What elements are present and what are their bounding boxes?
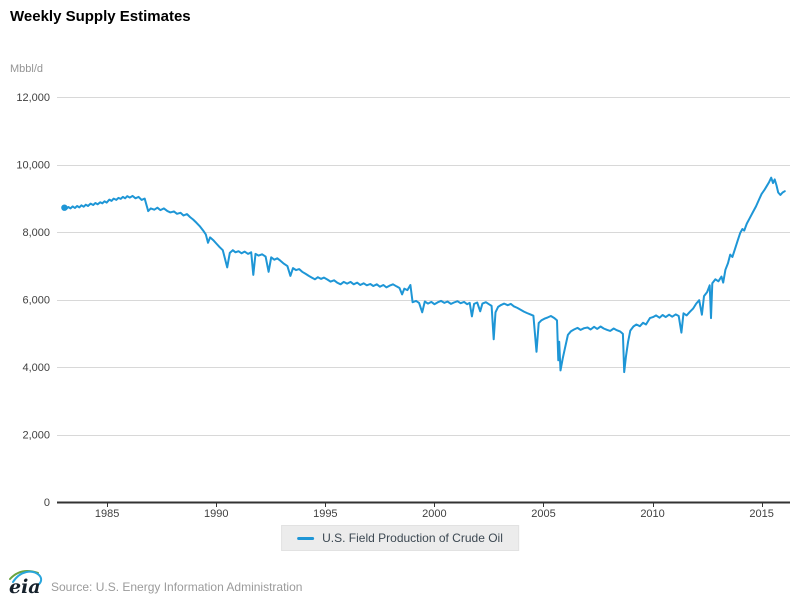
x-axis-tick-label: 1995 (313, 508, 337, 520)
y-axis-tick-label: 0 (44, 497, 50, 509)
y-axis-tick-label: 8,000 (22, 227, 50, 239)
chart-plot-area: 0 2,000 4,000 6,000 8,000 10,000 12,000 1985 199… (16, 92, 790, 520)
x-axis-tick-label: 1985 (95, 508, 119, 520)
y-axis-tick-label: 6,000 (22, 295, 50, 307)
eia-logo-text: eia (9, 576, 41, 598)
x-axis-tick-label: 2010 (640, 508, 664, 520)
y-axis-tick-label: 12,000 (16, 92, 50, 104)
source-text: Source: U.S. Energy Information Administ… (51, 580, 303, 594)
legend: U.S. Field Production of Crude Oil (281, 525, 519, 551)
x-axis-tick-label: 2005 (531, 508, 555, 520)
legend-line-swatch-icon (297, 536, 315, 540)
legend-item-crude-oil[interactable]: U.S. Field Production of Crude Oil (281, 525, 519, 551)
y-axis-tick-label: 4,000 (22, 362, 50, 374)
x-axis-tick-label: 2015 (749, 508, 773, 520)
series-line-crude-oil[interactable] (63, 176, 786, 374)
page-title: Weekly Supply Estimates (10, 8, 191, 25)
y-axis-tick-label: 2,000 (22, 430, 50, 442)
y-axis-tick-label: 10,000 (16, 160, 50, 172)
x-axis-tick-label: 1990 (204, 508, 228, 520)
y-axis-unit-label: Mbbl/d (10, 63, 44, 75)
legend-item-label: U.S. Field Production of Crude Oil (322, 531, 503, 545)
footer: eia Source: U.S. Energy Information Admi… (7, 564, 302, 598)
x-axis-tick-label: 2000 (422, 508, 446, 520)
series-start-marker (61, 204, 68, 211)
eia-logo: eia (9, 570, 43, 598)
